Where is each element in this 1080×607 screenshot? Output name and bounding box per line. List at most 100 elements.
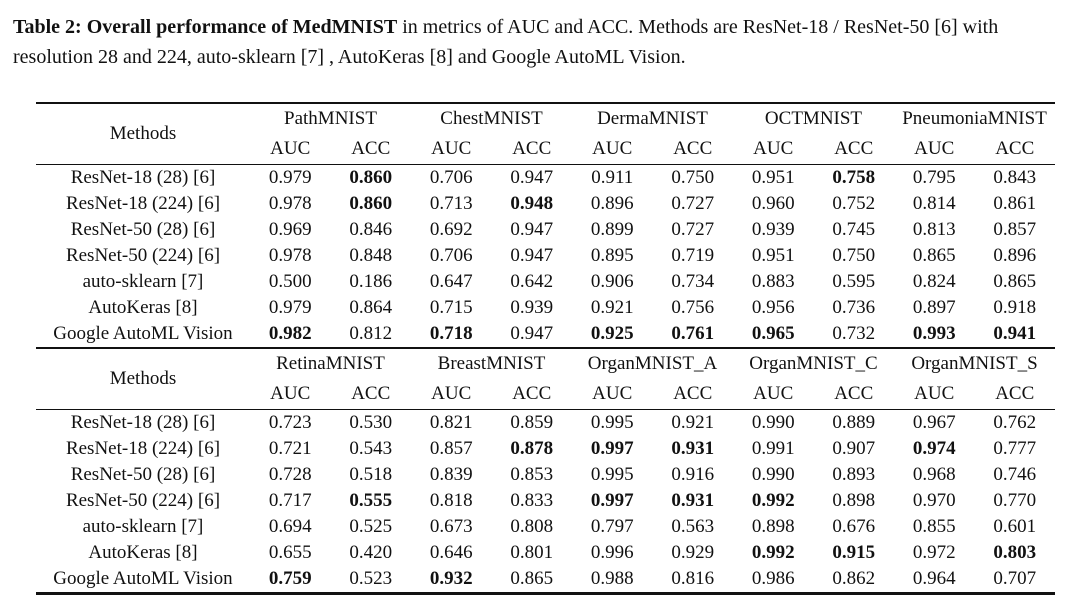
value-cell: 0.813 — [912, 219, 956, 240]
value-cell: 0.543 — [349, 438, 393, 459]
value-cell: 0.979 — [268, 297, 312, 318]
value-cell: 0.956 — [751, 297, 795, 318]
table-row: ResNet-18 (28) [6] 0.979 0.860 0.706 0.947 0.… — [36, 165, 1055, 192]
value-cell: 0.523 — [349, 568, 393, 589]
value-cell: 0.706 — [429, 167, 473, 188]
metric-column-header: ACC — [491, 379, 572, 410]
value-cell: 0.932 — [429, 568, 473, 589]
value-cell: 0.931 — [671, 438, 715, 459]
value-cell: 0.745 — [832, 219, 876, 240]
table-row: ResNet-18 (224) [6] 0.978 0.860 0.713 0.948 0… — [36, 191, 1055, 217]
method-name-cell: AutoKeras [8] — [88, 542, 198, 563]
value-cell: 0.865 — [912, 245, 956, 266]
table-body-top: ResNet-18 (28) [6] 0.979 0.860 0.706 0.947 0.… — [36, 165, 1055, 348]
value-cell: 0.770 — [993, 490, 1037, 511]
value-cell: 0.530 — [349, 412, 393, 433]
value-cell: 0.939 — [510, 297, 554, 318]
value-cell: 0.694 — [268, 516, 312, 537]
value-cell: 0.951 — [751, 167, 795, 188]
value-cell: 0.846 — [349, 219, 393, 240]
value-cell: 0.808 — [510, 516, 554, 537]
value-cell: 0.719 — [671, 245, 715, 266]
method-name-cell: ResNet-18 (28) [6] — [70, 412, 216, 433]
value-cell: 0.896 — [993, 245, 1037, 266]
value-cell: 0.839 — [429, 464, 473, 485]
value-cell: 0.797 — [590, 516, 634, 537]
value-cell: 0.736 — [832, 297, 876, 318]
dataset-column-header: OCTMNIST — [764, 108, 863, 129]
caption-bold-text: Table 2: Overall performance of MedMNIST — [13, 16, 398, 38]
table-row: ResNet-50 (28) [6] 0.969 0.846 0.692 0.947 0.… — [36, 217, 1055, 243]
value-cell: 0.865 — [510, 568, 554, 589]
table-header-bottom: Methods RetinaMNIST BreastMNIST OrganMNIST_… — [36, 348, 1055, 410]
value-cell: 0.948 — [510, 193, 554, 214]
value-cell: 0.860 — [349, 193, 393, 214]
value-cell: 0.969 — [268, 219, 312, 240]
dataset-header-row: Methods PathMNIST ChestMNIST DermaMNIST OCTM… — [36, 103, 1055, 165]
value-cell: 0.898 — [751, 516, 795, 537]
value-cell: 0.978 — [268, 245, 312, 266]
value-cell: 0.833 — [510, 490, 554, 511]
metric-column-header: ACC — [813, 379, 894, 410]
value-cell: 0.673 — [429, 516, 473, 537]
value-cell: 0.899 — [590, 219, 634, 240]
value-cell: 0.420 — [349, 542, 393, 563]
metric-column-header: ACC — [652, 379, 733, 410]
table-row: ResNet-50 (224) [6] 0.978 0.848 0.706 0.947 0… — [36, 243, 1055, 269]
value-cell: 0.732 — [832, 323, 876, 344]
value-cell: 0.990 — [751, 464, 795, 485]
method-name-cell: ResNet-18 (224) [6] — [65, 438, 221, 459]
value-cell: 0.995 — [590, 464, 634, 485]
value-cell: 0.895 — [590, 245, 634, 266]
value-cell: 0.918 — [993, 297, 1037, 318]
value-cell: 0.951 — [751, 245, 795, 266]
metric-column-header: AUC — [571, 134, 653, 165]
value-cell: 0.758 — [832, 167, 876, 188]
metric-column-header: ACC — [491, 134, 572, 165]
value-cell: 0.896 — [590, 193, 634, 214]
method-name-cell: ResNet-50 (28) [6] — [70, 219, 216, 240]
method-name-cell: auto-sklearn [7] — [82, 516, 204, 537]
method-name-cell: Google AutoML Vision — [53, 323, 233, 344]
value-cell: 0.960 — [751, 193, 795, 214]
value-cell: 0.982 — [268, 323, 312, 344]
table-row: auto-sklearn [7] 0.500 0.186 0.647 0.642 0.90… — [36, 269, 1055, 295]
value-cell: 0.911 — [591, 167, 634, 188]
value-cell: 0.947 — [510, 323, 554, 344]
methods-column-header: Methods — [36, 348, 250, 410]
table-body-bottom: ResNet-18 (28) [6] 0.723 0.530 0.821 0.859 0.… — [36, 410, 1055, 594]
value-cell: 0.718 — [429, 323, 473, 344]
dataset-column-header: RetinaMNIST — [276, 353, 385, 374]
value-cell: 0.972 — [912, 542, 956, 563]
value-cell: 0.795 — [912, 167, 956, 188]
value-cell: 0.996 — [590, 542, 634, 563]
value-cell: 0.921 — [671, 412, 715, 433]
value-cell: 0.855 — [912, 516, 956, 537]
value-cell: 0.990 — [751, 412, 795, 433]
value-cell: 0.970 — [912, 490, 956, 511]
metric-column-header: AUC — [249, 379, 331, 410]
value-cell: 0.915 — [832, 542, 876, 563]
value-cell: 0.777 — [993, 438, 1037, 459]
value-cell: 0.898 — [832, 490, 876, 511]
value-cell: 0.746 — [993, 464, 1037, 485]
value-cell: 0.727 — [671, 219, 715, 240]
value-cell: 0.525 — [349, 516, 393, 537]
caption-regular-text: in metrics of AUC and ACC. Methods are R… — [13, 16, 999, 68]
metric-column-header: ACC — [813, 134, 894, 165]
value-cell: 0.756 — [671, 297, 715, 318]
value-cell: 0.761 — [671, 323, 715, 344]
metric-column-header: AUC — [893, 379, 975, 410]
value-cell: 0.555 — [349, 490, 393, 511]
value-cell: 0.968 — [912, 464, 956, 485]
value-cell: 0.947 — [510, 219, 554, 240]
value-cell: 0.816 — [671, 568, 715, 589]
value-cell: 0.857 — [429, 438, 473, 459]
value-cell: 0.518 — [349, 464, 393, 485]
dataset-header-row: Methods RetinaMNIST BreastMNIST OrganMNIST_… — [36, 348, 1055, 410]
value-cell: 0.853 — [510, 464, 554, 485]
value-cell: 0.907 — [832, 438, 876, 459]
value-cell: 0.864 — [349, 297, 393, 318]
value-cell: 0.821 — [429, 412, 473, 433]
method-name-cell: ResNet-50 (28) [6] — [70, 464, 216, 485]
